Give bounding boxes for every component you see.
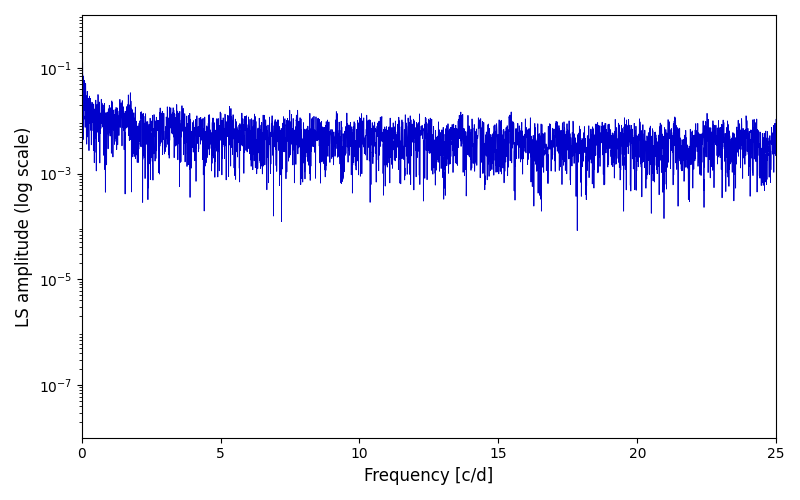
X-axis label: Frequency [c/d]: Frequency [c/d] — [364, 467, 494, 485]
Y-axis label: LS amplitude (log scale): LS amplitude (log scale) — [15, 126, 33, 326]
